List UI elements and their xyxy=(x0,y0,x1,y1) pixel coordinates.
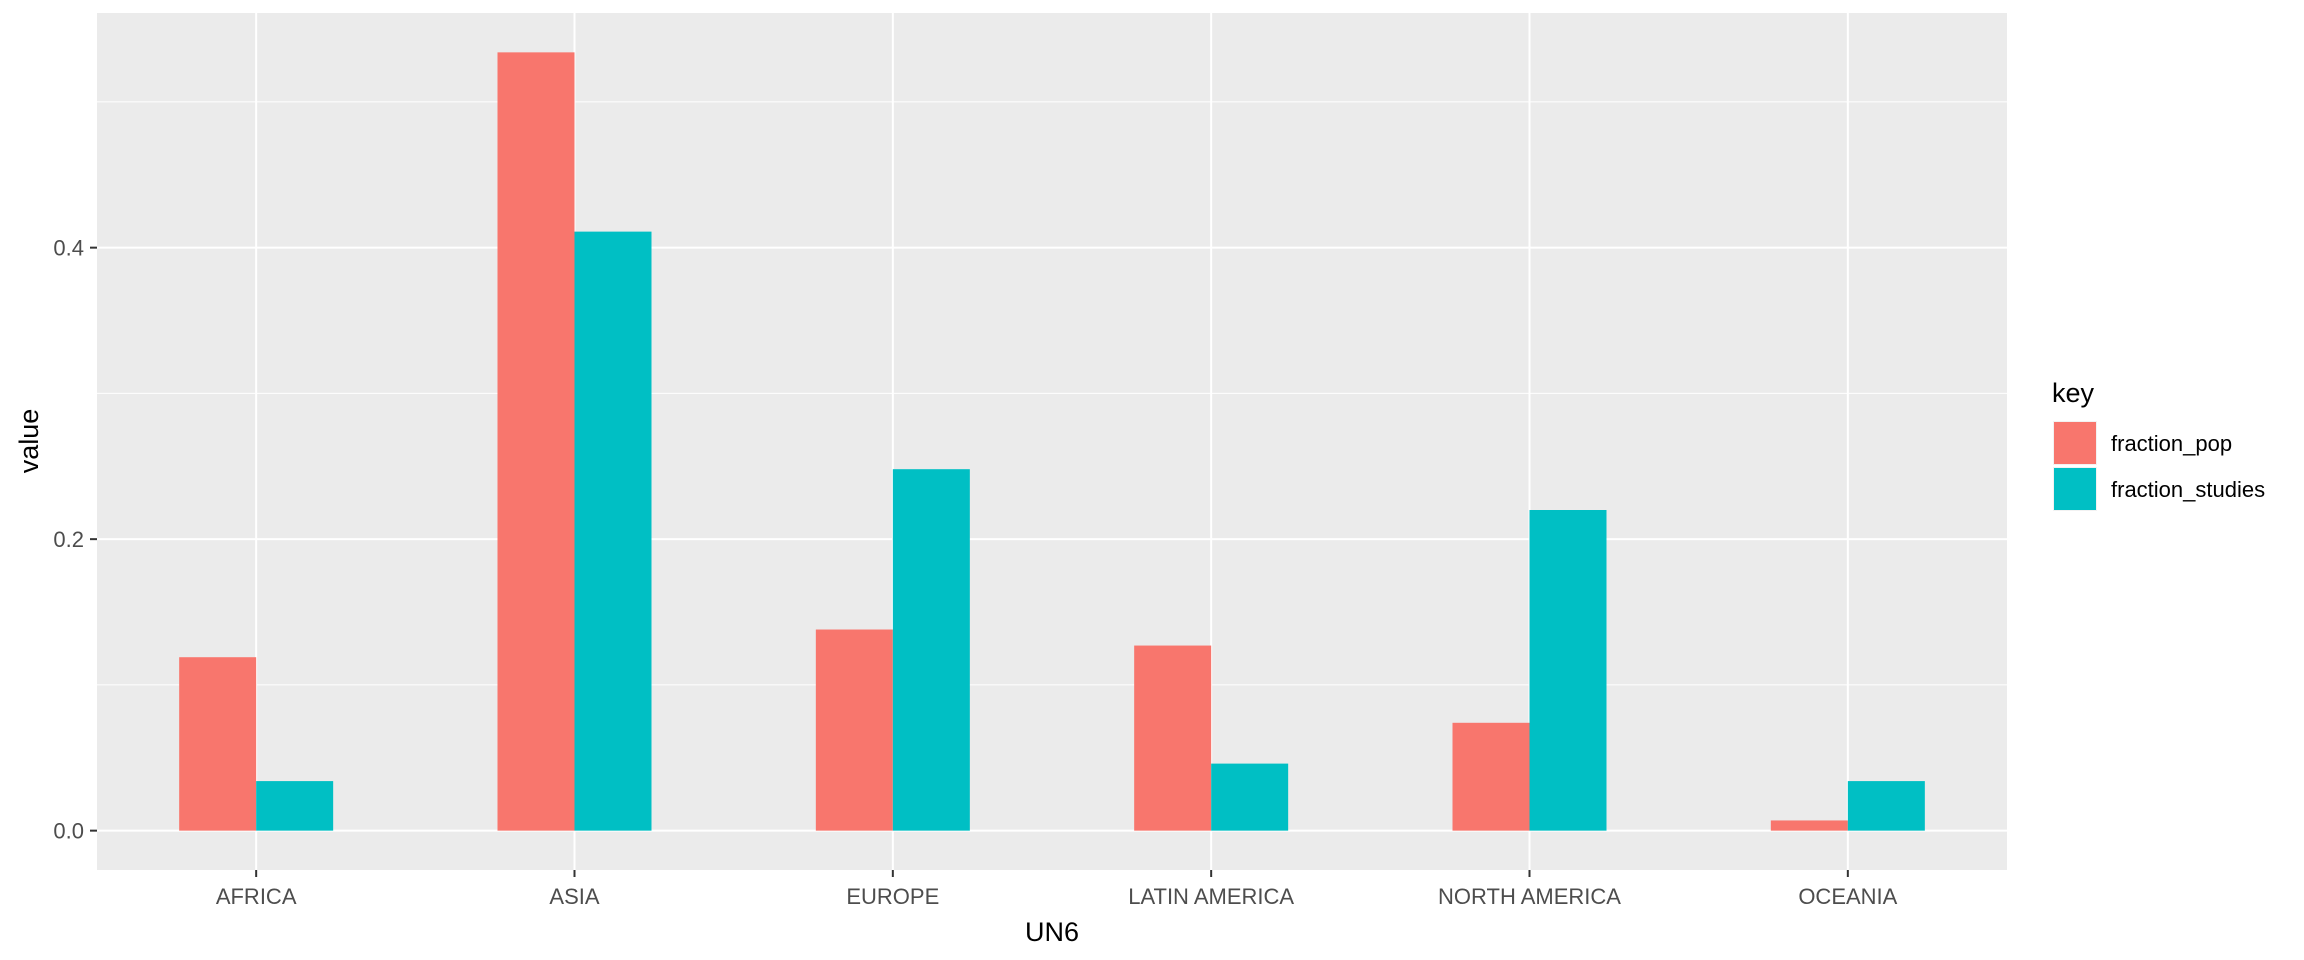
bars xyxy=(179,52,1925,831)
panel-background xyxy=(97,13,2007,870)
y-axis-ticks: 0.0 0.2 0.4 xyxy=(53,236,97,844)
x-tick-label: AFRICA xyxy=(216,884,297,909)
legend-title: key xyxy=(2052,378,2095,408)
legend-items: fraction_pop fraction_studies xyxy=(2053,421,2265,511)
minor-gridlines xyxy=(97,101,2007,686)
x-tick-label: NORTH AMERICA xyxy=(1438,884,1621,909)
legend-label-fraction_studies: fraction_studies xyxy=(2111,477,2265,502)
x-axis-title: UN6 xyxy=(1025,917,1079,947)
bar-fraction_pop xyxy=(1134,645,1212,831)
legend-label-fraction_pop: fraction_pop xyxy=(2111,431,2232,456)
bar-fraction_studies xyxy=(892,469,970,831)
bar-fraction_pop xyxy=(815,629,893,831)
y-tick-label: 0.2 xyxy=(53,527,84,552)
bar-fraction_pop xyxy=(1770,820,1848,831)
y-tick-label: 0.4 xyxy=(53,236,84,261)
x-tick-label: ASIA xyxy=(549,884,599,909)
legend-swatch-fraction_studies xyxy=(2054,468,2096,510)
y-axis-title: value xyxy=(14,409,44,474)
bar-fraction_studies xyxy=(1529,510,1607,831)
legend: key fraction_pop fraction_studies xyxy=(2052,378,2265,511)
bar-fraction_pop xyxy=(497,52,575,831)
x-axis-ticks: AFRICA ASIA EUROPE LATIN AMERICA NORTH AMERI… xyxy=(216,870,1898,909)
x-tick-label: EUROPE xyxy=(846,884,939,909)
bar-fraction_studies xyxy=(256,781,334,831)
bar-fraction_studies xyxy=(1847,781,1925,831)
x-tick-label: OCEANIA xyxy=(1798,884,1897,909)
x-tick-label: LATIN AMERICA xyxy=(1128,884,1294,909)
bar-fraction_pop xyxy=(179,657,257,831)
y-tick-label: 0.0 xyxy=(53,819,84,844)
bar-fraction_studies xyxy=(574,231,652,831)
bar-fraction_pop xyxy=(1452,722,1530,831)
legend-swatch-fraction_pop xyxy=(2054,422,2096,464)
bar-fraction_studies xyxy=(1211,763,1289,831)
